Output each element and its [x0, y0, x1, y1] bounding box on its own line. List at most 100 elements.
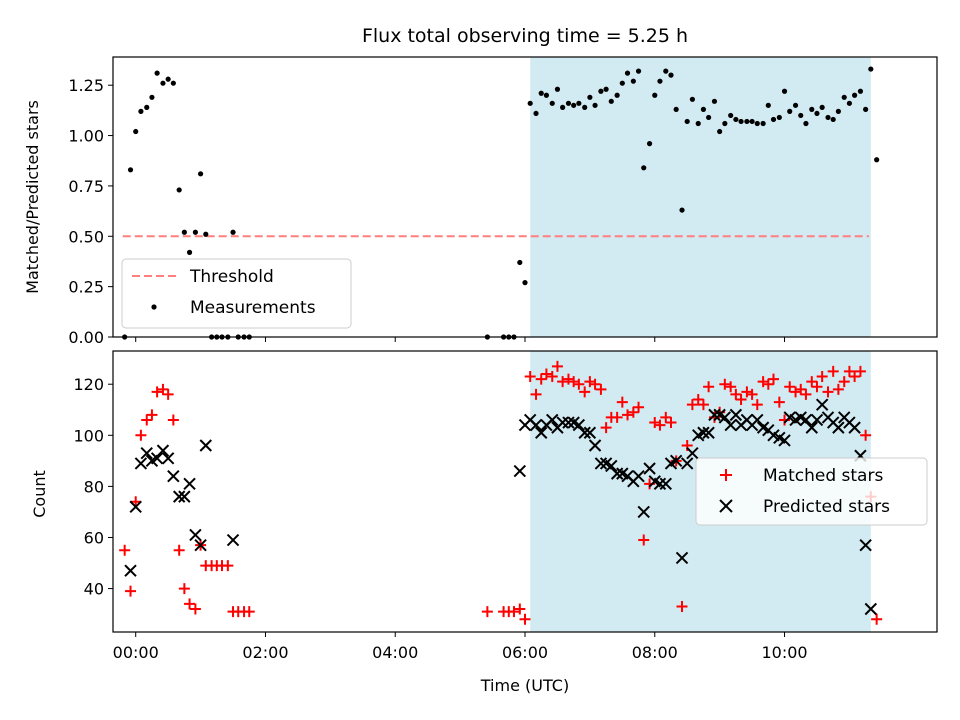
predicted-star-point	[513, 464, 527, 478]
matched-star-point	[600, 422, 612, 434]
measurement-point	[673, 106, 679, 112]
matched-star-point	[686, 399, 698, 411]
predicted-star-point	[643, 462, 656, 475]
measurement-point	[170, 80, 176, 86]
matched-star-point	[524, 371, 536, 383]
matched-star-point	[184, 598, 196, 610]
measurement-point	[679, 207, 685, 213]
measurement-point	[608, 98, 614, 104]
matched-star-point	[151, 386, 163, 398]
matched-star-point	[784, 381, 796, 393]
measurement-point	[657, 78, 663, 84]
measurement-point	[738, 118, 744, 125]
matched-star-point	[119, 544, 131, 556]
measurement-point	[127, 167, 134, 173]
top-y-ticks: 0.00 0.25 0.50 0.75 1.00 1.25	[68, 76, 113, 347]
matched-star-point	[795, 383, 807, 395]
matched-star-point	[222, 560, 234, 572]
measurement-point	[846, 100, 853, 106]
xtick-label: 08:00	[632, 643, 678, 662]
predicted-star-point	[686, 446, 699, 460]
matched-star-point	[519, 613, 531, 625]
matched-star-point	[692, 394, 704, 406]
measurement-point	[203, 231, 209, 237]
legend-matched-label: Matched stars	[763, 466, 883, 486]
predicted-star-point	[669, 454, 683, 468]
measurement-point	[582, 104, 588, 110]
matched-star-point	[595, 383, 607, 395]
legend-measurements-label: Measurements	[190, 298, 316, 318]
legend-measurements-swatch	[151, 304, 157, 310]
measurement-point	[154, 70, 160, 76]
measurement-point	[165, 76, 171, 82]
measurement-point	[560, 104, 566, 110]
matched-star-point	[579, 386, 591, 398]
legend-predicted-swatch	[719, 499, 733, 513]
measurement-point	[186, 249, 193, 255]
matched-star-point	[660, 411, 672, 423]
predicted-star-point	[140, 446, 153, 460]
xtick-label: 06:00	[502, 643, 548, 662]
measurement-point	[744, 118, 750, 125]
measurement-point	[197, 171, 204, 177]
predicted-star-point	[578, 426, 591, 439]
matched-star-point	[589, 378, 601, 390]
matched-star-point	[481, 606, 493, 618]
measurement-point	[149, 94, 155, 100]
measurement-point	[576, 100, 582, 106]
matched-star-point	[627, 406, 639, 418]
matched-star-point	[730, 388, 742, 400]
measurement-point	[543, 92, 550, 98]
matched-star-point	[751, 399, 763, 411]
matched-star-point	[806, 376, 818, 388]
matched-star-point	[762, 378, 774, 390]
matched-star-point	[838, 376, 850, 388]
measurement-point	[728, 112, 734, 119]
measurement-point	[181, 229, 187, 235]
measurement-point	[641, 165, 647, 171]
matched-star-point	[703, 381, 715, 393]
measurement-point	[565, 100, 572, 106]
matched-star-point	[622, 409, 634, 421]
predicted-star-point	[161, 452, 175, 465]
top-ytick-label: 0.50	[68, 227, 104, 246]
measurement-point	[230, 229, 236, 235]
predicted-star-point	[535, 426, 548, 439]
measurement-point	[646, 141, 653, 147]
measurement-point	[776, 114, 782, 121]
matched-star-point	[790, 386, 802, 398]
measurement-point	[144, 104, 150, 110]
bottom-ytick-label: 120	[73, 375, 104, 394]
measurement-point	[825, 114, 831, 121]
bottom-legend-box	[695, 457, 928, 526]
matched-star-point	[178, 583, 190, 595]
predicted-star-point	[653, 477, 667, 491]
predicted-star-point	[708, 408, 721, 422]
matched-star-point	[573, 378, 585, 390]
bottom-y-ticks: 40 60 80 100 120	[73, 375, 113, 599]
bottom-y-axis-label: Count	[30, 470, 49, 518]
predicted-star-point	[729, 408, 743, 422]
bottom-x-ticks: 00:00 02:00 04:00 06:00 08:00 10:00	[113, 632, 808, 662]
predicted-star-point	[864, 602, 878, 616]
predicted-star-point	[134, 457, 148, 470]
measurement-point	[733, 116, 739, 123]
measurement-point	[527, 100, 533, 106]
measurement-point	[711, 98, 718, 104]
predicted-star-point	[189, 528, 202, 542]
xtick-label: 02:00	[242, 643, 288, 662]
measurement-point	[852, 92, 858, 98]
measurement-point	[819, 104, 825, 110]
bottom-ytick-label: 60	[84, 528, 104, 547]
top-panel: 0.00 0.25 0.50 0.75 1.00 1.25 Matched/Predict…	[23, 56, 938, 347]
measurement-point	[138, 108, 144, 114]
xtick-label: 10:00	[761, 643, 807, 662]
predicted-star-point	[659, 477, 673, 491]
predicted-star-point	[859, 538, 872, 552]
measurement-point	[765, 102, 771, 108]
predicted-star-point	[172, 490, 186, 503]
matched-star-point	[162, 388, 174, 400]
top-plot-area	[122, 57, 880, 340]
top-shaded-span	[530, 57, 871, 337]
